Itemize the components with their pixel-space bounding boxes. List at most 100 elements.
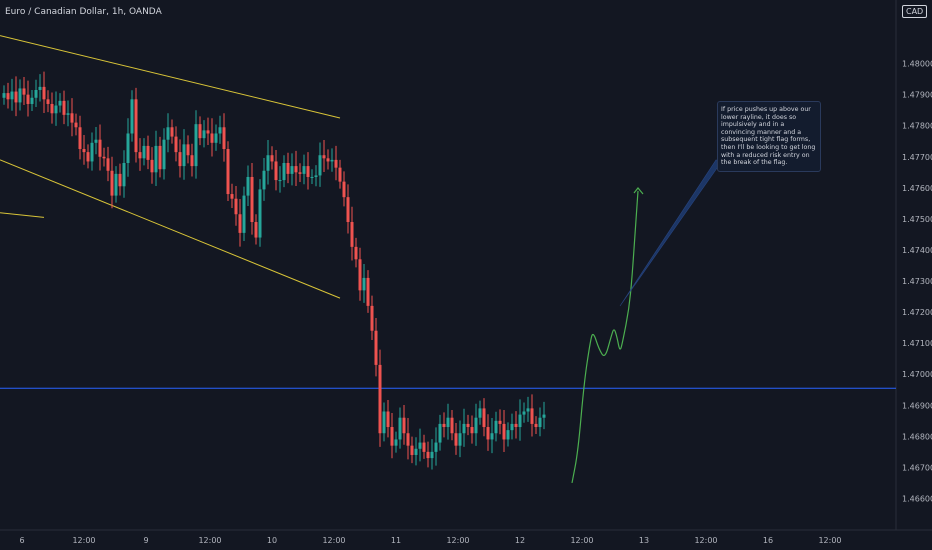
- candle-body: [530, 408, 534, 424]
- candle-body: [190, 155, 194, 167]
- candle-body: [418, 442, 422, 449]
- candle-body: [86, 152, 90, 162]
- candle-body: [346, 197, 350, 223]
- candle-body: [394, 439, 398, 446]
- candle-body: [70, 113, 74, 123]
- candle-body: [438, 423, 442, 443]
- candle-body: [106, 158, 110, 171]
- candle-body: [6, 93, 10, 100]
- candle-body: [158, 145, 162, 170]
- y-tick-label: 1.47800: [902, 122, 932, 131]
- candle-body: [290, 166, 294, 174]
- candle-body: [414, 448, 418, 455]
- candle-body: [302, 166, 306, 174]
- candle-body: [306, 166, 310, 177]
- candle-body: [262, 170, 266, 190]
- x-tick-label: 13: [639, 536, 649, 545]
- candle-body: [510, 423, 514, 431]
- candle-body: [38, 86, 42, 90]
- candle-body: [114, 173, 118, 196]
- candle-body: [30, 97, 34, 104]
- candle-body: [390, 427, 394, 446]
- trendline: [0, 159, 341, 299]
- candle-body: [202, 130, 206, 139]
- candle-body: [286, 162, 290, 174]
- candle-body: [42, 86, 46, 100]
- candle-body: [282, 162, 286, 181]
- candle-body: [506, 430, 510, 440]
- candle-body: [526, 408, 530, 412]
- candle-body: [58, 100, 62, 106]
- candle-body: [10, 91, 14, 100]
- candle-body: [254, 222, 258, 238]
- currency-badge[interactable]: CAD: [902, 5, 928, 18]
- candle-body: [434, 442, 438, 452]
- candle-body: [166, 127, 170, 140]
- candle-body: [350, 222, 354, 247]
- candle-body: [102, 156, 106, 159]
- candle-body: [338, 167, 342, 182]
- candle-body: [90, 142, 94, 162]
- candle-body: [94, 139, 98, 143]
- candle-body: [494, 420, 498, 434]
- candle-body: [330, 159, 334, 162]
- candle-body: [498, 420, 502, 424]
- candle-body: [386, 411, 390, 428]
- candle-body: [334, 159, 338, 168]
- candle-body: [162, 139, 166, 170]
- x-tick-label: 6: [19, 536, 24, 545]
- x-tick-label: 12:00: [198, 536, 221, 545]
- candle-body: [206, 130, 210, 134]
- candle-body: [98, 139, 102, 157]
- candle-body: [538, 417, 542, 428]
- candle-body: [342, 181, 346, 198]
- candle-body: [258, 189, 262, 238]
- candle-body: [154, 145, 158, 173]
- candle-body: [34, 89, 38, 98]
- candle-body: [54, 105, 58, 114]
- candle-body: [514, 423, 518, 428]
- candle-body: [490, 433, 494, 440]
- candle-body: [358, 259, 362, 291]
- x-tick-label: 12:00: [818, 536, 841, 545]
- candle-body: [298, 172, 302, 174]
- candle-body: [222, 127, 226, 150]
- candle-body: [50, 103, 54, 114]
- candle-body: [26, 94, 30, 104]
- candle-body: [426, 451, 430, 459]
- candle-body: [326, 158, 330, 162]
- trendline: [0, 212, 45, 218]
- y-tick-label: 1.46600: [902, 494, 932, 503]
- y-tick-label: 1.46900: [902, 401, 932, 410]
- candle-body: [66, 113, 70, 115]
- candle-body: [266, 155, 270, 171]
- y-tick-label: 1.47300: [902, 277, 932, 286]
- candle-body: [238, 214, 242, 233]
- candle-body: [422, 442, 426, 452]
- candle-body: [82, 149, 86, 153]
- candle-body: [194, 124, 198, 167]
- candle-body: [446, 417, 450, 428]
- x-tick-label: 10: [267, 536, 277, 545]
- candle-body: [318, 155, 322, 176]
- candle-body: [354, 246, 358, 260]
- candle-body: [250, 176, 254, 223]
- candle-body: [310, 176, 314, 178]
- candle-body: [226, 149, 230, 195]
- y-tick-label: 1.48000: [902, 60, 932, 69]
- candle-body: [230, 194, 234, 199]
- x-tick-label: 12:00: [570, 536, 593, 545]
- candle-body: [522, 411, 526, 415]
- x-tick-label: 16: [763, 536, 773, 545]
- annotation-note[interactable]: If price pushes up above our lower rayli…: [717, 101, 821, 172]
- candle-body: [278, 180, 282, 182]
- x-tick-label: 12:00: [322, 536, 345, 545]
- candle-body: [478, 408, 482, 418]
- candle-body: [46, 99, 50, 104]
- candle-body: [118, 173, 122, 187]
- candle-body: [410, 445, 414, 455]
- candle-body: [78, 127, 82, 150]
- candle-body: [110, 170, 114, 196]
- candle-body: [142, 145, 146, 159]
